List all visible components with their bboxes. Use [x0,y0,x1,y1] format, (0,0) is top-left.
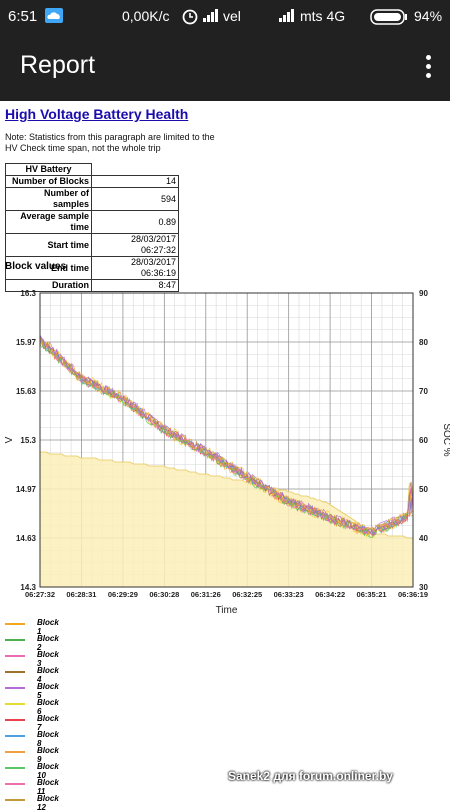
report-content: High Voltage Battery Health Note: Statis… [0,101,450,812]
legend-swatch [5,655,25,657]
table-row: Number of Blocks 14 [5,175,179,188]
y2-axis-label: SOC % [441,423,450,456]
legend-swatch [5,687,25,689]
legend-swatch [5,671,25,673]
overflow-menu-icon[interactable] [420,53,436,81]
y2-tick-label: 70 [419,387,428,396]
signal-icon [202,7,222,26]
alarm-icon [180,7,200,28]
status-bar: 6:51 0,00K/c vel mts 4G 94% [0,0,450,33]
y-tick-label: 14.3 [20,583,36,592]
y2-tick-label: 60 [419,436,428,445]
y-axis-label: V [4,436,15,443]
legend-label: Block 3 [37,650,59,668]
y-tick-label: 15.3 [20,436,36,445]
table-key: Number of samples [5,187,92,211]
legend-label: Block 5 [37,682,59,700]
legend-label: Block 11 [37,778,59,796]
y2-tick-label: 40 [419,534,428,543]
legend-label: Block 9 [37,746,59,764]
y2-tick-label: 90 [419,289,428,298]
page-title: Report [20,51,96,79]
y-tick-label: 15.63 [16,387,37,396]
signal-icon [278,7,298,26]
cloud-icon [45,8,63,26]
legend-label: Block 2 [37,634,59,652]
table-key: Average sample time [5,210,92,234]
x-tick-label: 06:32:25 [232,590,262,599]
block-series-line [39,334,414,536]
carrier-2: mts 4G [300,8,346,24]
stats-note: Note: Statistics from this paragraph are… [5,132,215,153]
block-values-chart: 16.3 15.97 15.63 15.3 14.97 14.63 14.3 90 80 70 60… [4,289,450,616]
table-value: 28/03/2017 06:36:19 [91,256,179,280]
table-row: Start time 28/03/2017 06:27:32 [5,233,179,257]
x-tick-label: 06:33:23 [274,590,304,599]
legend-swatch [5,623,25,625]
legend-swatch [5,783,25,785]
table-value: 8:47 [91,279,179,292]
legend-label: Block 10 [37,762,59,780]
legend-swatch [5,751,25,753]
y2-tick-label: 50 [419,485,428,494]
y2-tick-label: 30 [419,583,428,592]
status-time: 6:51 [8,8,38,25]
x-tick-label: 06:29:29 [108,590,138,599]
table-value: 594 [91,187,179,211]
legend-label: Block 1 [37,618,59,636]
table-row: Average sample time 0.89 [5,210,179,234]
x-tick-label: 06:30:28 [149,590,179,599]
legend-swatch [5,639,25,641]
legend-label: Block 4 [37,666,59,684]
x-axis-label: Time [216,605,238,616]
y-tick-label: 16.3 [20,289,36,298]
table-key: Start time [5,233,92,257]
table-value: 14 [91,175,179,188]
y-tick-label: 14.97 [16,485,37,494]
legend-label: Block 12 [37,794,59,812]
battery-percent: 94% [414,8,443,24]
table-header: HV Battery [5,163,92,176]
legend-swatch [5,799,25,801]
legend-label: Block 7 [37,714,59,732]
legend-swatch [5,767,25,769]
table-value: 28/03/2017 06:27:32 [91,233,179,257]
y-tick-label: 14.63 [16,534,37,543]
plot-frame [39,292,414,588]
x-tick-label: 06:36:19 [398,590,428,599]
legend-label: Block 6 [37,698,59,716]
table-key: Number of Blocks [5,175,92,188]
legend-swatch [5,719,25,721]
hv-battery-table: HV Battery Number of Blocks 14 Number of … [5,163,179,292]
y2-tick-label: 80 [419,338,428,347]
report-title-link[interactable]: High Voltage Battery Health [5,106,189,122]
legend-swatch [5,735,25,737]
x-tick-label: 06:27:32 [25,590,55,599]
x-tick-label: 06:35:21 [357,590,387,599]
y-tick-label: 15.97 [16,338,37,347]
x-tick-label: 06:31:26 [191,590,221,599]
legend-swatch [5,703,25,705]
x-tick-label: 06:34:22 [315,590,345,599]
battery-icon [370,9,408,28]
legend-label: Block 8 [37,730,59,748]
table-row: Duration 8:47 [5,279,179,292]
watermark: Sanek2 для forum.onliner.by [228,769,393,783]
net-speed: 0,00K/c [122,8,170,24]
carrier-1: vel [223,8,241,24]
app-bar: Report [0,33,450,101]
soc-area [39,451,414,588]
block-values-heading: Block values [5,261,67,272]
x-tick-label: 06:28:31 [66,590,96,599]
table-value: 0.89 [91,210,179,234]
table-row: Number of samples 594 [5,187,179,211]
